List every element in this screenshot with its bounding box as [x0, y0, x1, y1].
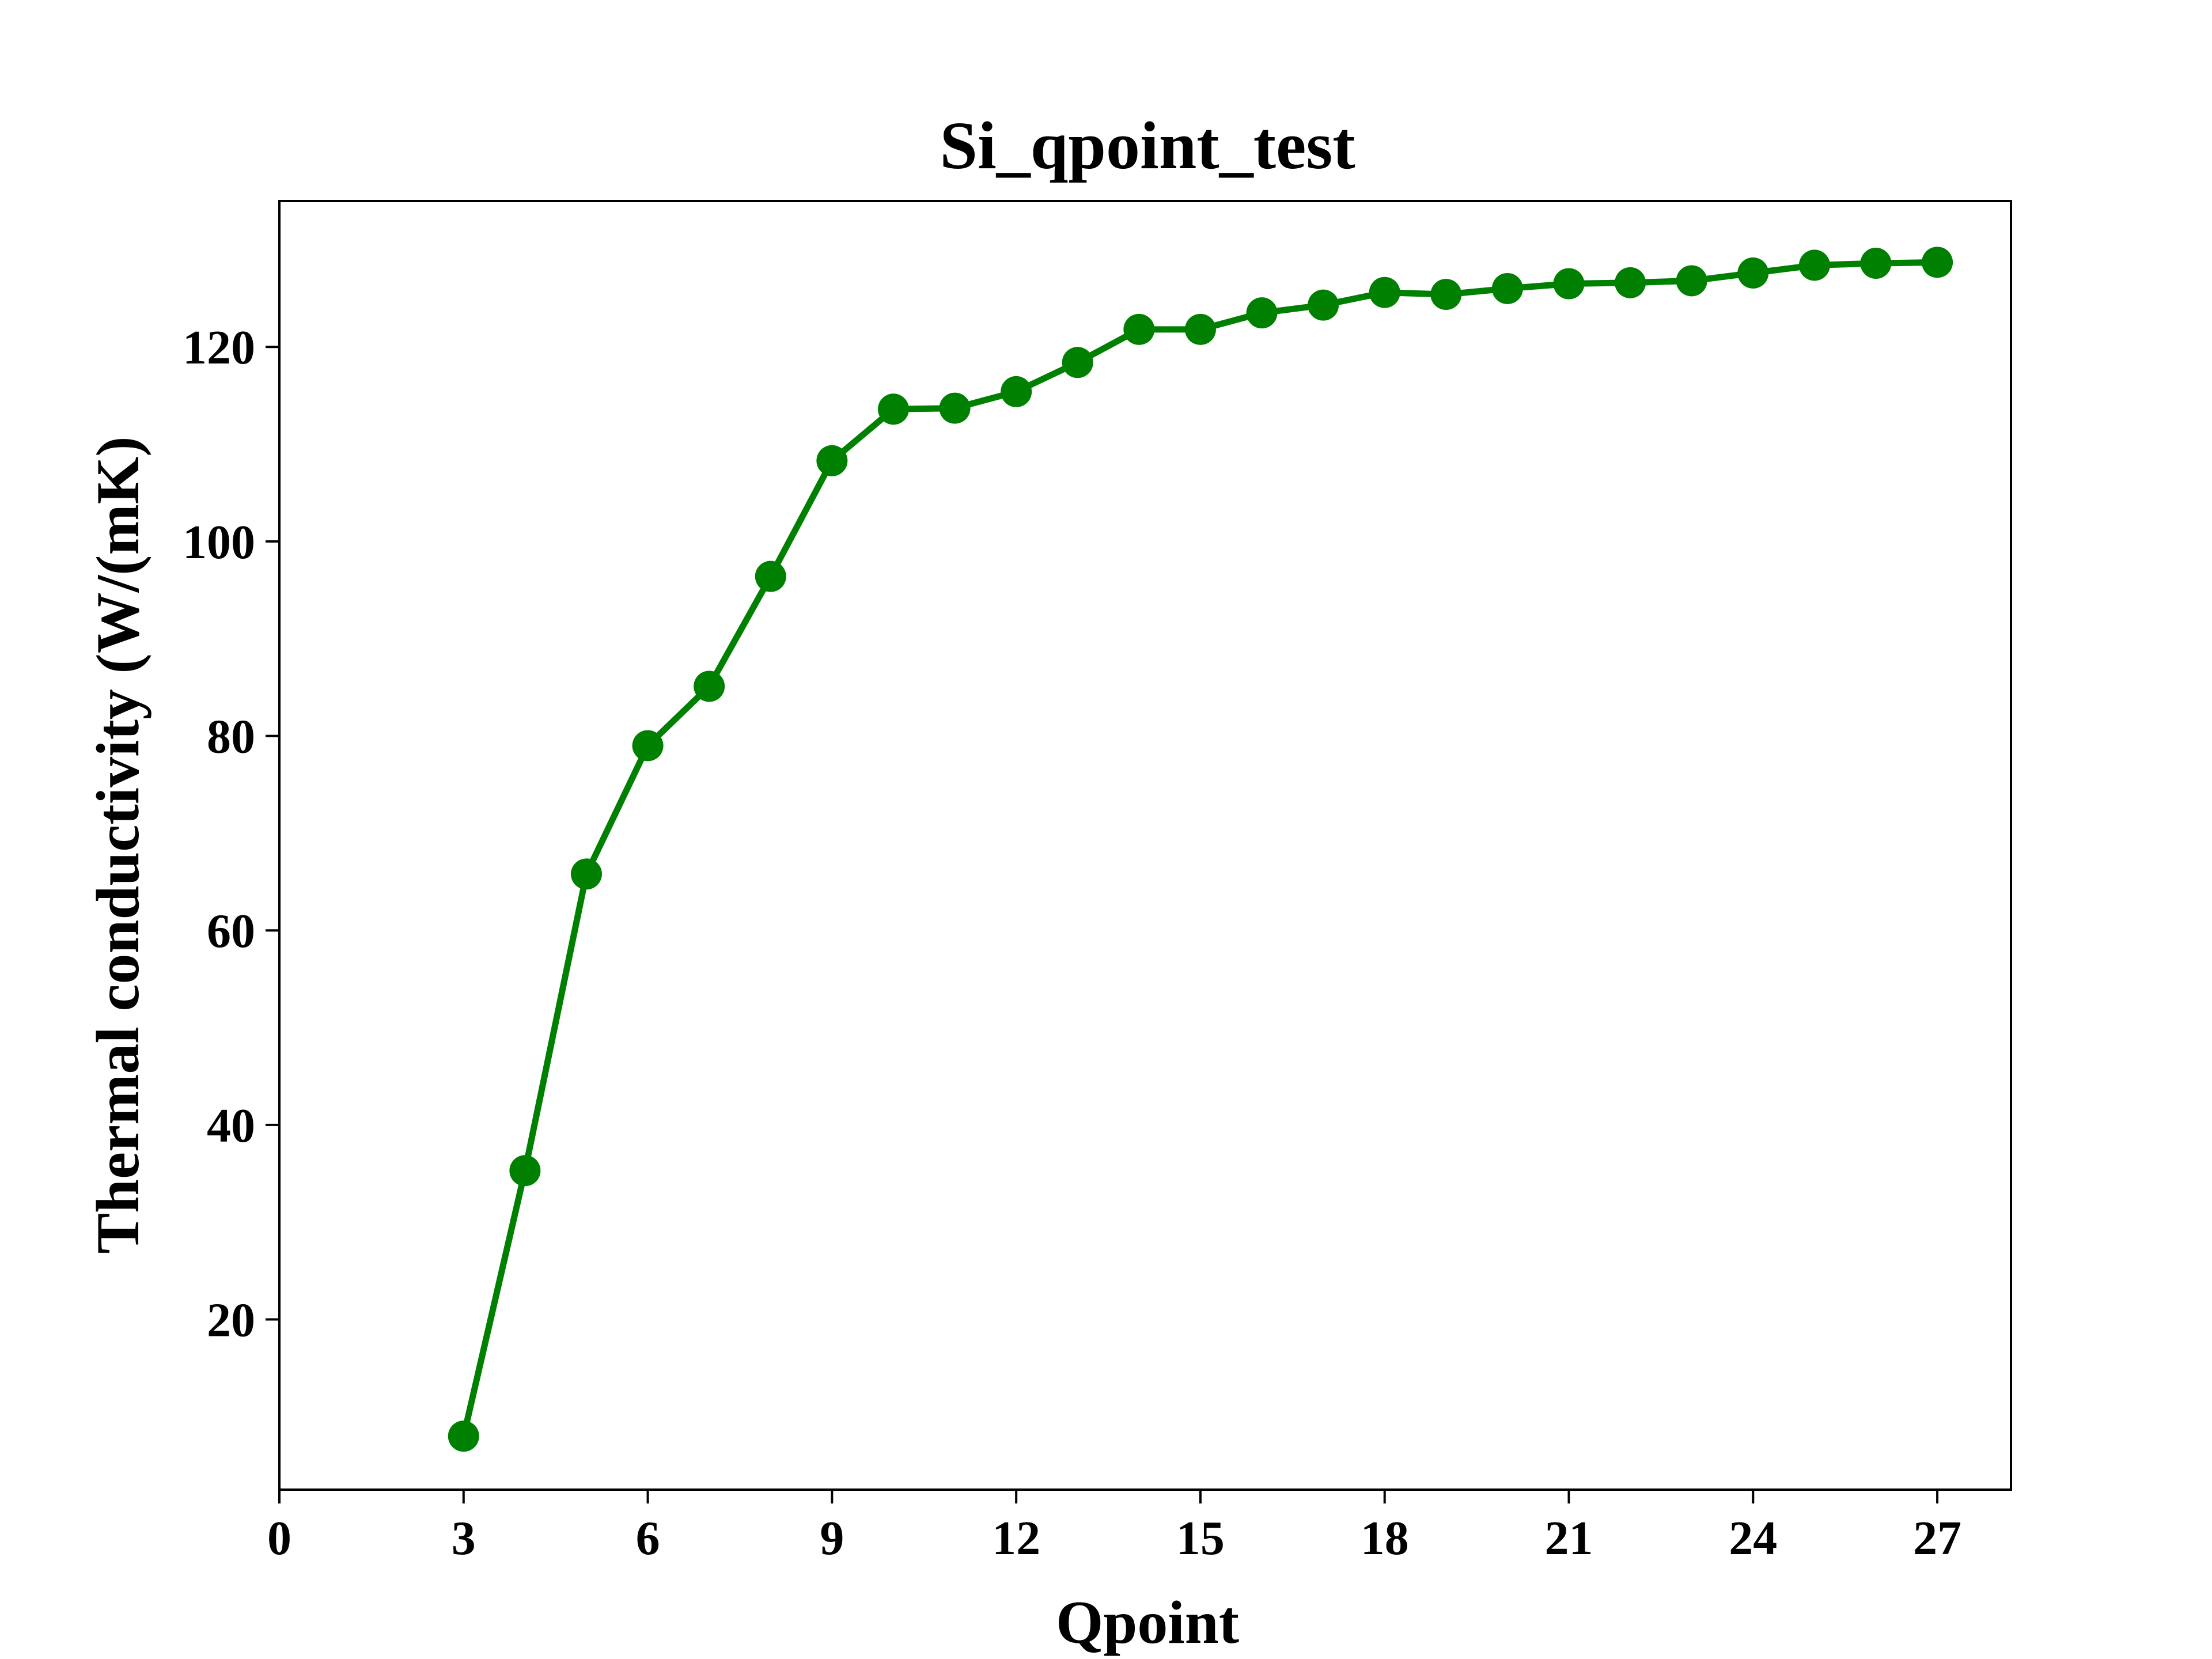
data-point — [1798, 249, 1830, 281]
y-tick-label: 60 — [207, 904, 255, 958]
x-tick-label: 24 — [1729, 1512, 1777, 1565]
x-tick-label: 15 — [1176, 1512, 1225, 1565]
data-point — [1369, 276, 1400, 308]
data-point — [1860, 248, 1892, 279]
y-axis: 20 40 60 80 100 120 — [183, 321, 279, 1347]
x-tick-label: 27 — [1913, 1512, 1961, 1565]
data-point — [939, 392, 971, 424]
data-point — [1308, 289, 1339, 321]
x-tick-label: 12 — [992, 1512, 1040, 1565]
y-tick-label: 40 — [207, 1099, 255, 1153]
data-point — [755, 560, 786, 592]
x-tick-label: 9 — [820, 1512, 844, 1565]
data-point — [1062, 347, 1093, 378]
data-point — [1430, 279, 1462, 310]
data-point — [694, 671, 725, 702]
data-point — [570, 858, 602, 890]
data-point — [877, 393, 909, 425]
data-point — [448, 1421, 479, 1452]
x-axis-label: Qpoint — [1056, 1589, 1239, 1656]
y-axis-label: Thermal conductivity (W/(mK) — [84, 436, 151, 1253]
data-point — [1553, 268, 1585, 300]
data-point — [1001, 376, 1032, 407]
data-point — [509, 1155, 541, 1187]
x-tick-label: 6 — [636, 1512, 660, 1565]
y-tick-label: 20 — [207, 1294, 255, 1347]
x-tick-label: 18 — [1361, 1512, 1409, 1565]
x-tick-label: 3 — [452, 1512, 476, 1565]
chart-title: Si_qpoint_test — [940, 108, 1355, 183]
y-tick-label: 120 — [183, 321, 255, 374]
x-tick-label: 0 — [267, 1512, 291, 1565]
y-tick-label: 100 — [183, 516, 255, 569]
data-point — [632, 730, 664, 762]
data-point — [1123, 313, 1155, 345]
plot-area — [448, 247, 1953, 1452]
x-axis: 0 3 6 9 12 15 18 21 24 27 — [267, 1490, 1961, 1565]
data-point — [1676, 265, 1707, 297]
x-tick-label: 21 — [1545, 1512, 1593, 1565]
data-point — [1246, 297, 1278, 329]
data-point — [1615, 267, 1646, 298]
data-point — [1737, 257, 1769, 289]
plot-frame — [278, 200, 2012, 1491]
data-point — [816, 445, 848, 476]
y-tick-label: 80 — [207, 710, 255, 764]
data-point — [1922, 247, 1953, 278]
data-point — [1184, 313, 1216, 345]
data-point — [1491, 272, 1523, 304]
